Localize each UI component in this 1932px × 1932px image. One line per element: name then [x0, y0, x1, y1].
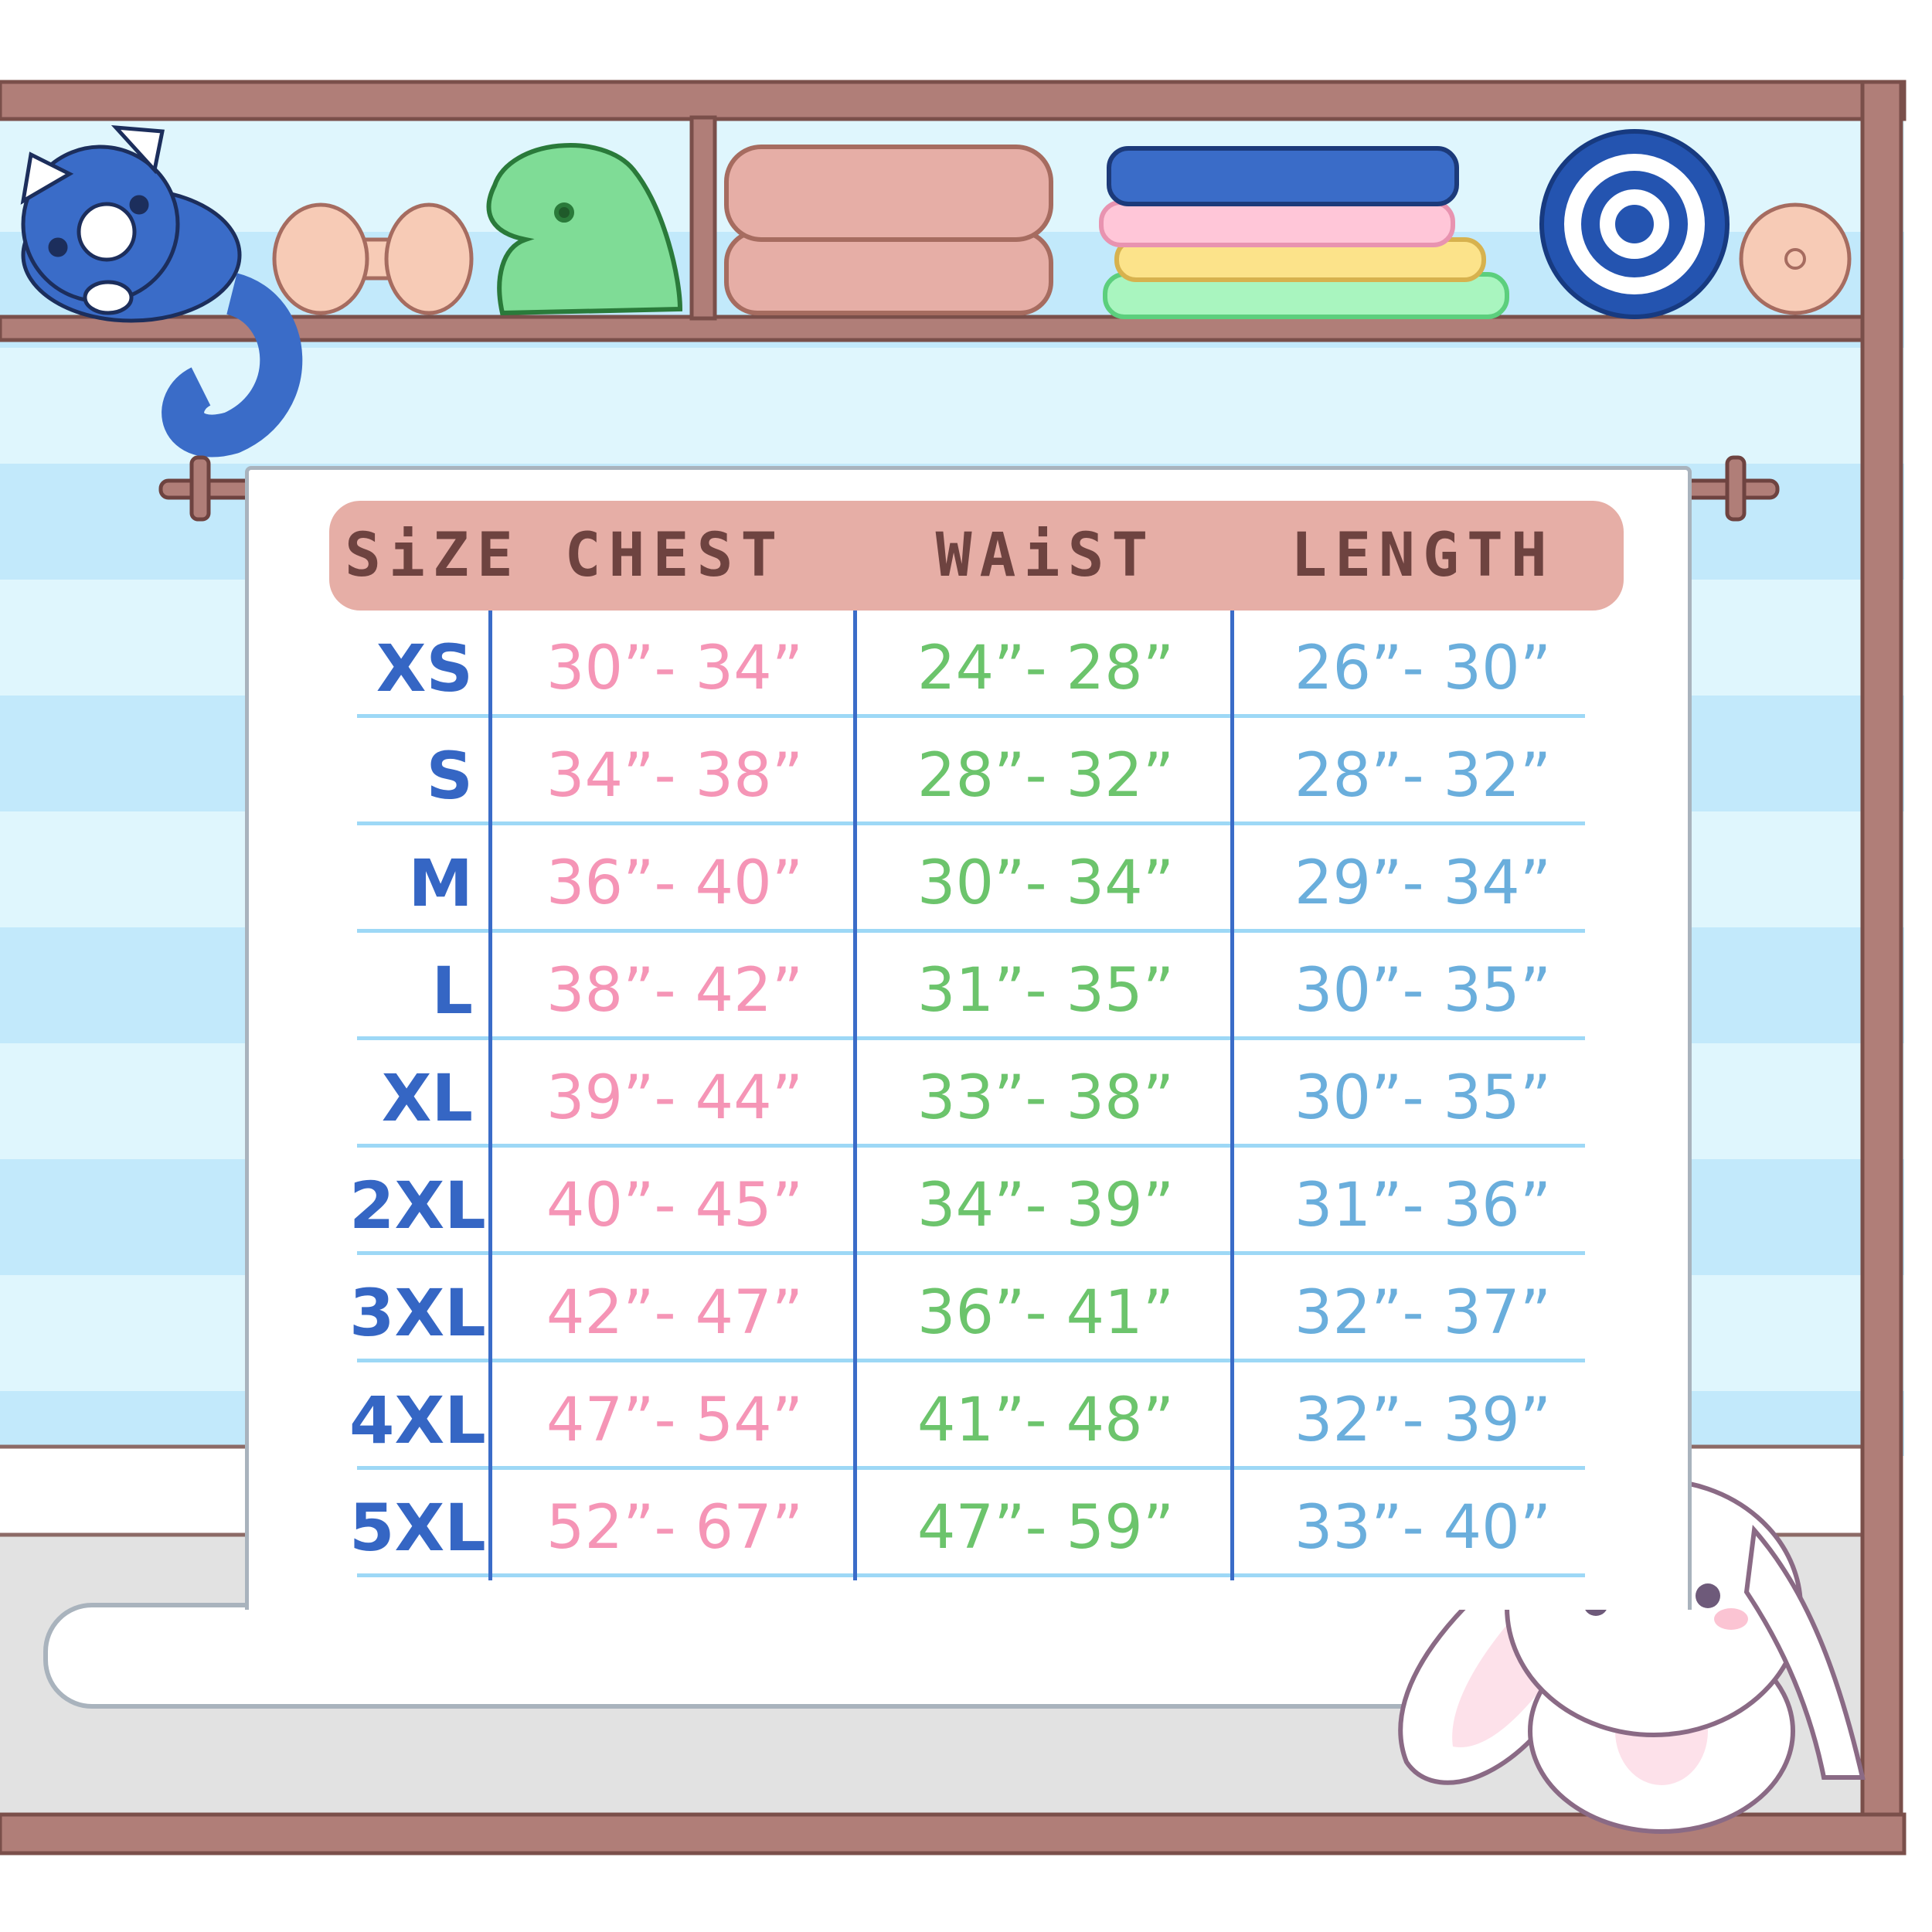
cell-waist: 36”- 41”: [917, 1278, 1175, 1348]
cell-length: 32”- 37”: [1294, 1278, 1552, 1348]
table-row: 5XL 52”- 67” 47”- 59” 33”- 40”: [249, 1470, 1688, 1577]
cell-waist: 33”- 38”: [917, 1063, 1175, 1133]
cell-length: 26”- 30”: [1294, 634, 1552, 703]
cell-length: 32”- 39”: [1294, 1386, 1552, 1455]
cell-waist: 41”- 48”: [917, 1386, 1175, 1455]
header-length: LENGTH: [1291, 521, 1555, 590]
cell-chest: 42”- 47”: [546, 1278, 804, 1348]
table-row: 2XL 40”- 45” 34”- 39” 31”- 36”: [249, 1148, 1688, 1255]
folded-towels-icon: [724, 145, 1053, 315]
cell-waist: 31”- 35”: [917, 956, 1175, 1026]
cell-size: S: [426, 738, 474, 814]
cell-length: 33”- 40”: [1294, 1493, 1552, 1563]
row-divider: [357, 714, 1585, 718]
cell-chest: 52”- 67”: [546, 1493, 804, 1563]
table-header: SiZE CHEST WAiST LENGTH: [329, 501, 1624, 611]
cell-chest: 34”- 38”: [546, 741, 804, 811]
table-row: 4XL 47”- 54” 41”- 48” 32”- 39”: [249, 1362, 1688, 1470]
row-divider: [357, 1251, 1585, 1255]
column-divider: [853, 611, 857, 1580]
cell-length: 28”- 32”: [1294, 741, 1552, 811]
cell-chest: 30”- 34”: [546, 634, 804, 703]
cell-waist: 34”- 39”: [917, 1171, 1175, 1240]
row-divider: [357, 1144, 1585, 1148]
header-size: SiZE: [345, 521, 521, 590]
row-divider: [357, 1573, 1585, 1577]
cell-length: 29”- 34”: [1294, 849, 1552, 918]
cell-size: XL: [381, 1060, 473, 1136]
cell-chest: 40”- 45”: [546, 1171, 804, 1240]
rolled-towel-icon: [1539, 129, 1730, 319]
folded-shirts-icon: [1099, 146, 1509, 319]
cat-plush-icon: [20, 124, 303, 457]
table-row: XL 39”- 44” 33”- 38” 30”- 35”: [249, 1040, 1688, 1148]
table-row: 3XL 42”- 47” 36”- 41” 32”- 37”: [249, 1255, 1688, 1362]
cell-size: 4XL: [349, 1383, 486, 1458]
table-row: L 38”- 42” 31”- 35” 30”- 35”: [249, 933, 1688, 1040]
dumbbell-end-icon: [1739, 202, 1852, 315]
cell-waist: 28”- 32”: [917, 741, 1175, 811]
table-row: XS 30”- 34” 24”- 28” 26”- 30”: [249, 611, 1688, 718]
cell-chest: 39”- 44”: [546, 1063, 804, 1133]
cell-chest: 38”- 42”: [546, 956, 804, 1026]
row-divider: [357, 929, 1585, 933]
cell-size: 5XL: [349, 1490, 486, 1566]
cell-chest: 47”- 54”: [546, 1386, 804, 1455]
table-row: S 34”- 38” 28”- 32” 28”- 32”: [249, 718, 1688, 825]
dinosaur-plush-icon: [486, 142, 683, 316]
cell-length: 31”- 36”: [1294, 1171, 1552, 1240]
column-divider: [1230, 611, 1234, 1580]
cell-size: 2XL: [349, 1168, 486, 1243]
cell-waist: 47”- 59”: [917, 1493, 1175, 1563]
cell-waist: 24”- 28”: [917, 634, 1175, 703]
cell-size: M: [408, 845, 473, 921]
column-divider: [488, 611, 492, 1580]
header-chest: CHEST: [564, 521, 785, 590]
cell-waist: 30”- 34”: [917, 849, 1175, 918]
poster-roll: [43, 1603, 1523, 1709]
cell-size: 3XL: [349, 1275, 486, 1351]
closet-frame: [0, 80, 1906, 1855]
table-row: M 36”- 40” 30”- 34” 29”- 34”: [249, 825, 1688, 933]
dumbbell-icon: [272, 202, 474, 315]
row-divider: [357, 1359, 1585, 1362]
size-chart-poster: SiZE CHEST WAiST LENGTH XS 30”- 34” 24”- 2…: [245, 466, 1692, 1610]
cell-size: XS: [376, 631, 473, 706]
cell-length: 30”- 35”: [1294, 956, 1552, 1026]
cell-chest: 36”- 40”: [546, 849, 804, 918]
cell-length: 30”- 35”: [1294, 1063, 1552, 1133]
header-waist: WAiST: [935, 521, 1156, 590]
cell-size: L: [431, 953, 473, 1029]
row-divider: [357, 1466, 1585, 1470]
row-divider: [357, 821, 1585, 825]
row-divider: [357, 1036, 1585, 1040]
